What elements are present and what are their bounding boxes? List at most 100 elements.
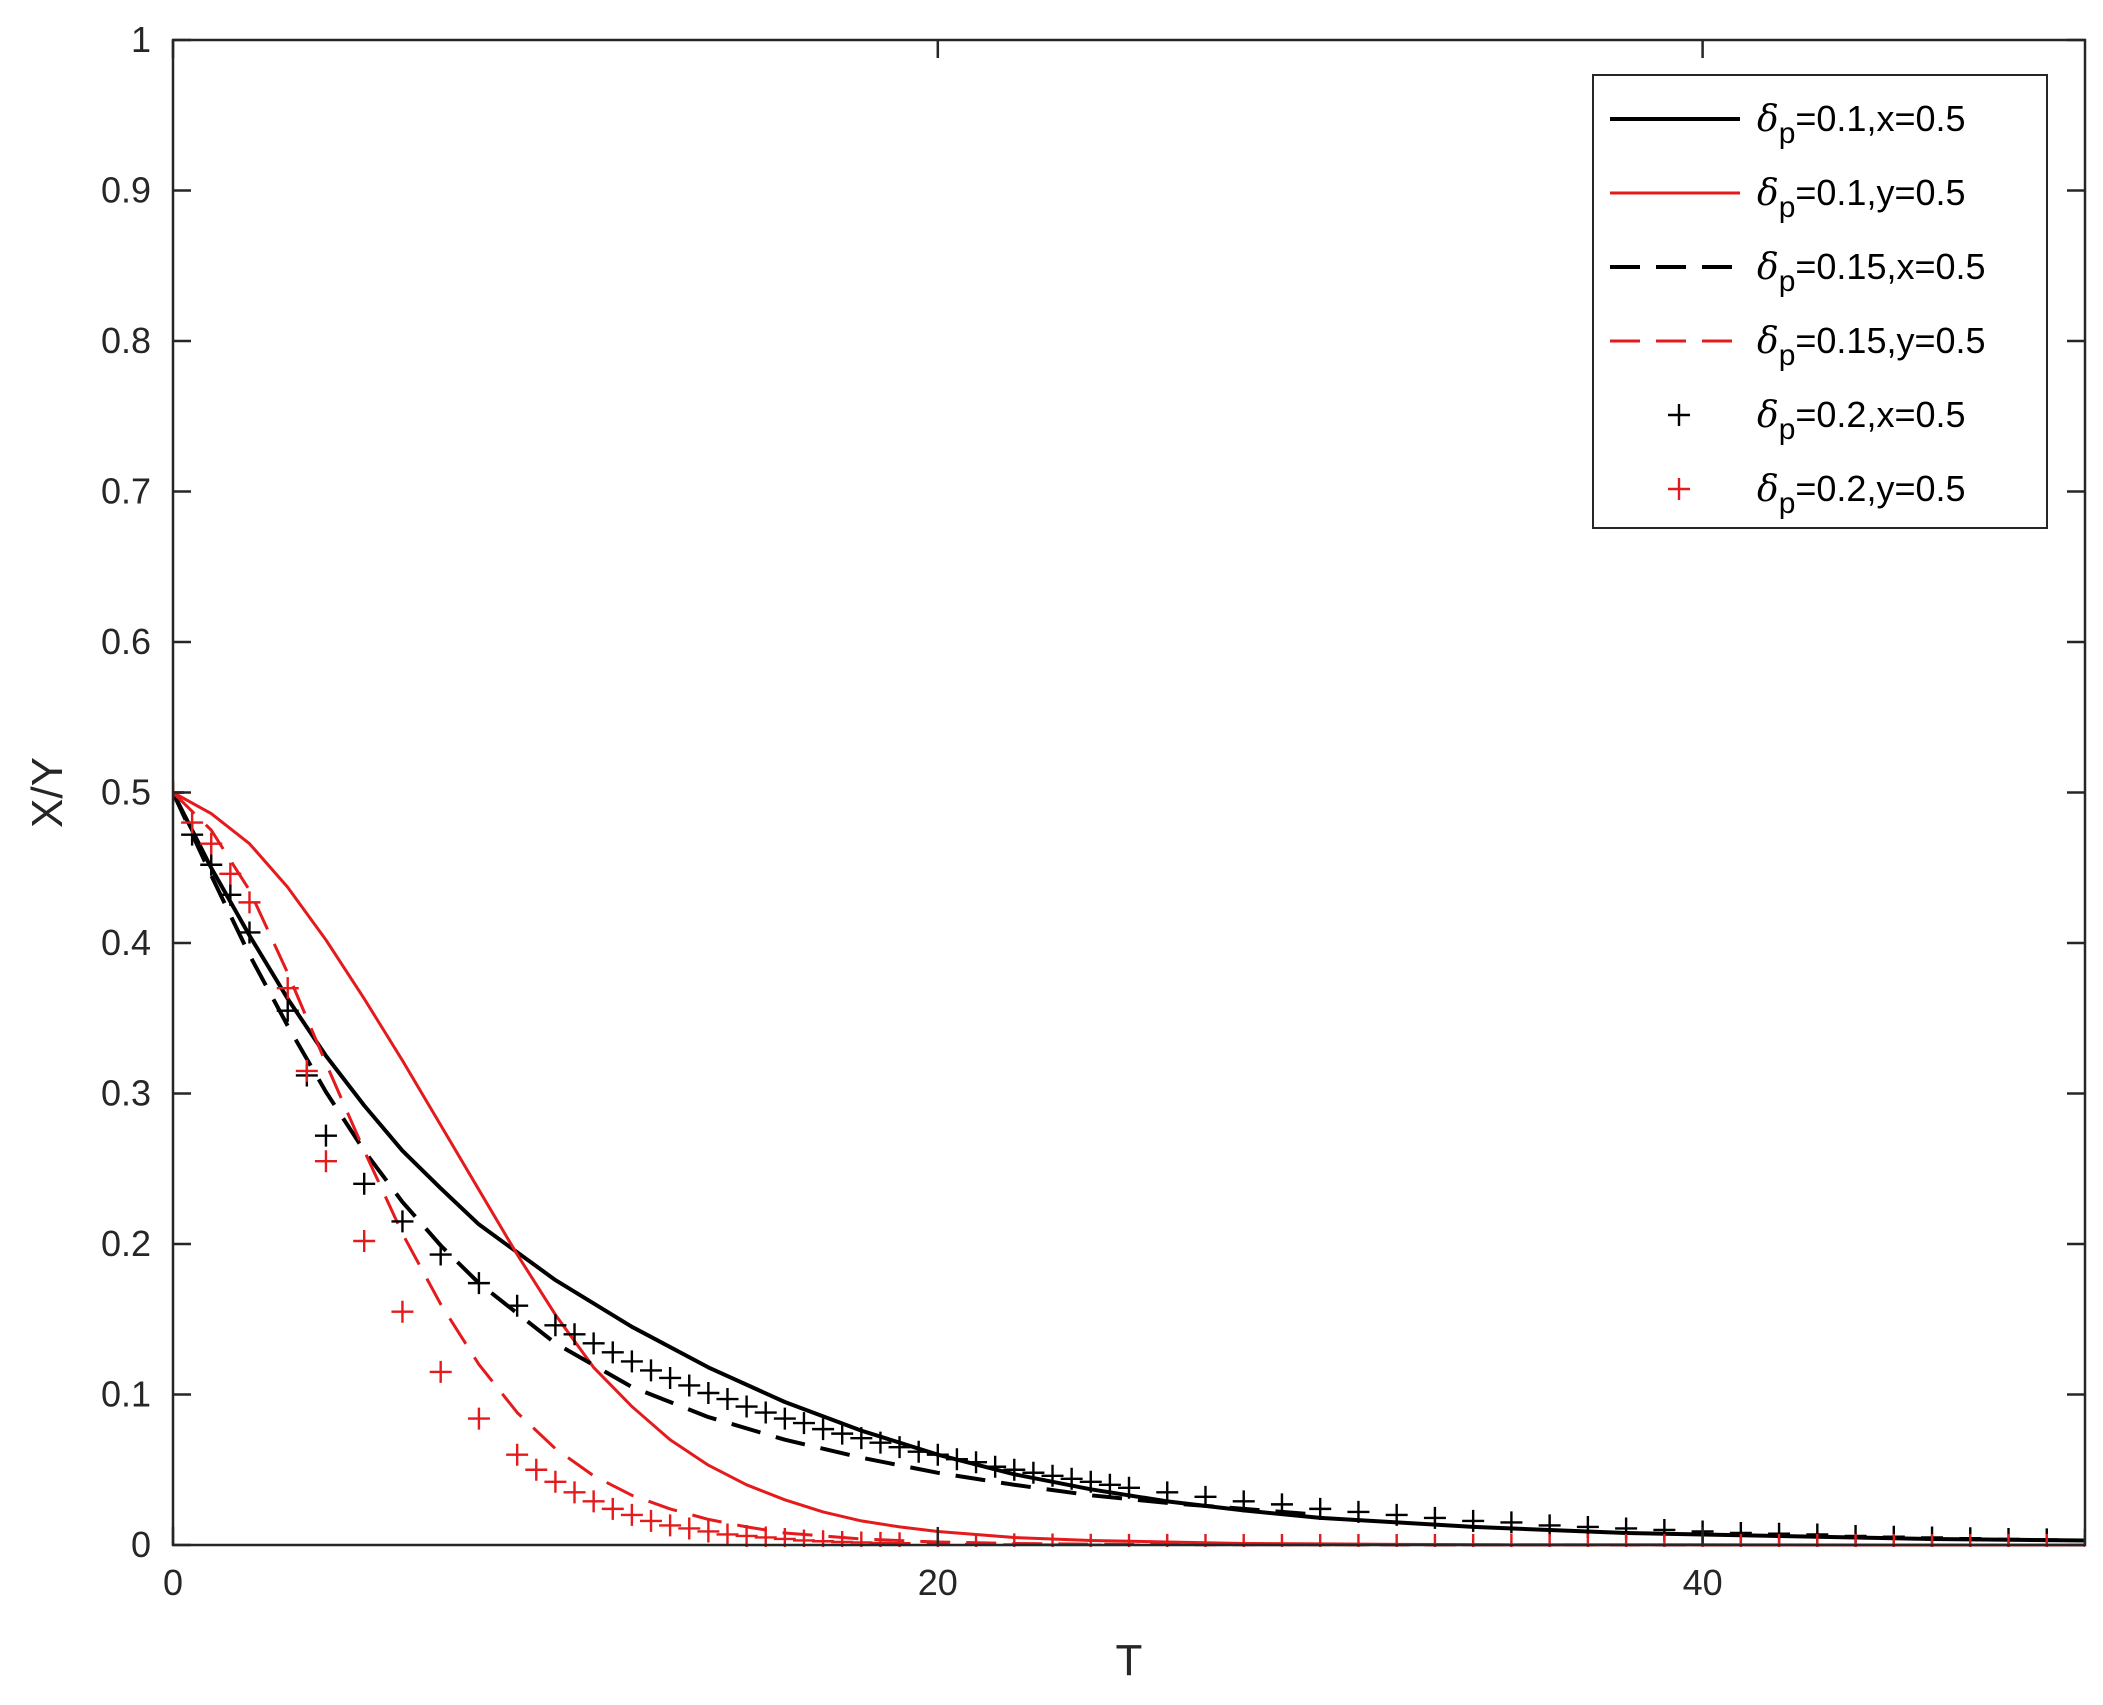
marker-point [697,1381,720,1404]
series-4 [173,791,2085,1547]
series-line [173,791,2085,1547]
marker-point [295,1059,318,1082]
y-tick-label: 0.9 [101,170,151,211]
marker-point [582,1490,605,1513]
legend-label: δp=0.15,x=0.5 [1757,246,1986,298]
marker-point [792,1412,815,1435]
y-axis-label: X/Y [23,757,72,828]
marker-point [831,1422,854,1445]
marker-point [812,1418,835,1441]
y-tick-label: 0.7 [101,471,151,512]
marker-point [429,1243,452,1266]
marker-point [735,1395,758,1418]
marker-point [1194,1485,1217,1508]
marker-point [850,1427,873,1450]
marker-point [984,1455,1007,1478]
marker-point [678,1517,701,1540]
marker-point [716,1388,739,1411]
marker-point [620,1350,643,1373]
series-5 [173,781,2085,1547]
y-tick-label: 0.4 [101,922,151,963]
x-tick-label: 20 [918,1562,958,1603]
legend-entry: δp=0.15,y=0.5 [1610,320,1986,372]
marker-point [238,921,261,944]
marker-point [831,1530,854,1547]
marker-point [1309,1497,1332,1520]
series-1 [173,791,2085,1543]
series-line [173,791,2085,1547]
marker-point [1423,1506,1446,1529]
marker-point [620,1503,643,1526]
y-tick-label: 0 [131,1524,151,1565]
legend-entry: δp=0.2,y=0.5 [1668,468,1966,520]
marker-point [391,1300,414,1323]
marker-point [850,1531,873,1547]
legend-label: δp=0.1,x=0.5 [1757,98,1966,150]
legend-entry: δp=0.2,x=0.5 [1668,394,1966,446]
marker-point [181,811,204,834]
series-line [173,791,2085,1543]
marker-point [506,1294,529,1317]
marker-point [353,1172,376,1195]
x-tick-label: 40 [1683,1562,1723,1603]
marker-point [1098,1473,1121,1496]
marker-point [697,1520,720,1543]
legend-label: δp=0.1,y=0.5 [1757,172,1966,224]
y-tick-label: 0.3 [101,1073,151,1114]
series-group [173,781,2085,1547]
marker-point [1003,1458,1026,1481]
marker-point [2074,1529,2085,1547]
marker-point [276,999,299,1022]
marker-point [314,1124,337,1147]
marker-point [467,1272,490,1295]
marker-point [1538,1514,1561,1537]
legend-label: δp=0.2,y=0.5 [1757,468,1966,520]
marker-point [812,1530,835,1547]
marker-point [926,1443,949,1466]
marker-point [1462,1509,1485,1532]
legend-entry: δp=0.1,y=0.5 [1610,172,1966,224]
legend: δp=0.1,x=0.5 δp=0.1,y=0.5 δp=0.15,x=0.5 δp=… [1592,74,2048,529]
marker-point [525,1458,548,1481]
marker-point [1385,1503,1408,1526]
legend-marker [1668,478,1690,500]
marker-point [907,1440,930,1463]
marker-point [1118,1476,1140,1499]
marker-point [640,1509,662,1532]
marker-point [773,1527,796,1547]
marker-point [563,1481,586,1504]
marker-point [276,977,299,1000]
marker-point [792,1529,815,1547]
marker-point [601,1497,624,1520]
marker-point [219,862,242,885]
legend-box [1592,74,2048,529]
marker-point [888,1436,911,1459]
marker-point [735,1524,758,1547]
y-tick-label: 0.8 [101,320,151,361]
marker-point [544,1470,567,1493]
marker-point [200,853,223,876]
series-2 [173,791,2085,1547]
marker-point [353,1229,376,1252]
marker-point [640,1359,662,1382]
marker-point [965,1451,988,1474]
marker-point [1022,1461,1045,1484]
marker-point [1270,1493,1293,1516]
marker-point [544,1314,567,1337]
marker-point [716,1523,739,1546]
marker-point [506,1443,529,1466]
marker-point [238,891,261,914]
marker-point [1060,1467,1083,1490]
x-tick-label: 0 [163,1562,183,1603]
marker-point [869,1431,892,1454]
y-tick-label: 0.1 [101,1374,151,1415]
marker-point [888,1532,911,1547]
marker-point [219,883,242,906]
series-6 [173,781,2085,1547]
legend-entry: δp=0.1,x=0.5 [1610,98,1966,150]
marker-point [773,1407,796,1430]
axes: 0 20 40 0 0.1 0.2 0.3 0.4 0.5 0.6 0.7 0.8 0.9 1 T X/Y [23,19,2087,1685]
marker-point [314,1150,337,1173]
marker-point [563,1323,586,1346]
